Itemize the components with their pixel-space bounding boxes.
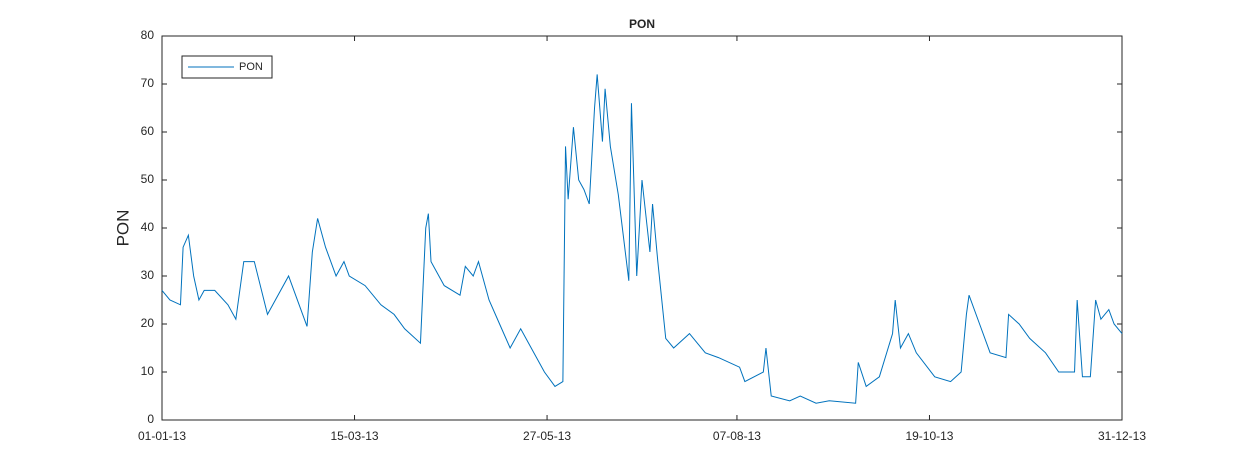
x-tick-label: 01-01-13: [138, 429, 186, 443]
y-tick-label: 20: [141, 316, 155, 330]
x-tick-label: 07-08-13: [713, 429, 761, 443]
x-tick-label: 19-10-13: [905, 429, 953, 443]
y-tick-label: 40: [141, 220, 155, 234]
y-tick-label: 50: [141, 172, 155, 186]
legend-label: PON: [239, 61, 263, 73]
y-tick-label: 30: [141, 268, 155, 282]
y-tick-label: 0: [147, 412, 154, 426]
x-tick-label: 31-12-13: [1098, 429, 1146, 443]
data-line: [161, 74, 1123, 404]
y-tick-label: 70: [141, 76, 155, 90]
y-tick-label: 60: [141, 124, 155, 138]
chart-title: PON: [629, 17, 655, 31]
y-tick-label: 10: [141, 364, 155, 378]
plot-area: [162, 36, 1122, 420]
x-tick-label: 15-03-13: [331, 429, 379, 443]
y-tick-label: 80: [141, 28, 155, 42]
x-tick-label: 27-05-13: [523, 429, 571, 443]
y-axis-label: PON: [113, 210, 132, 247]
